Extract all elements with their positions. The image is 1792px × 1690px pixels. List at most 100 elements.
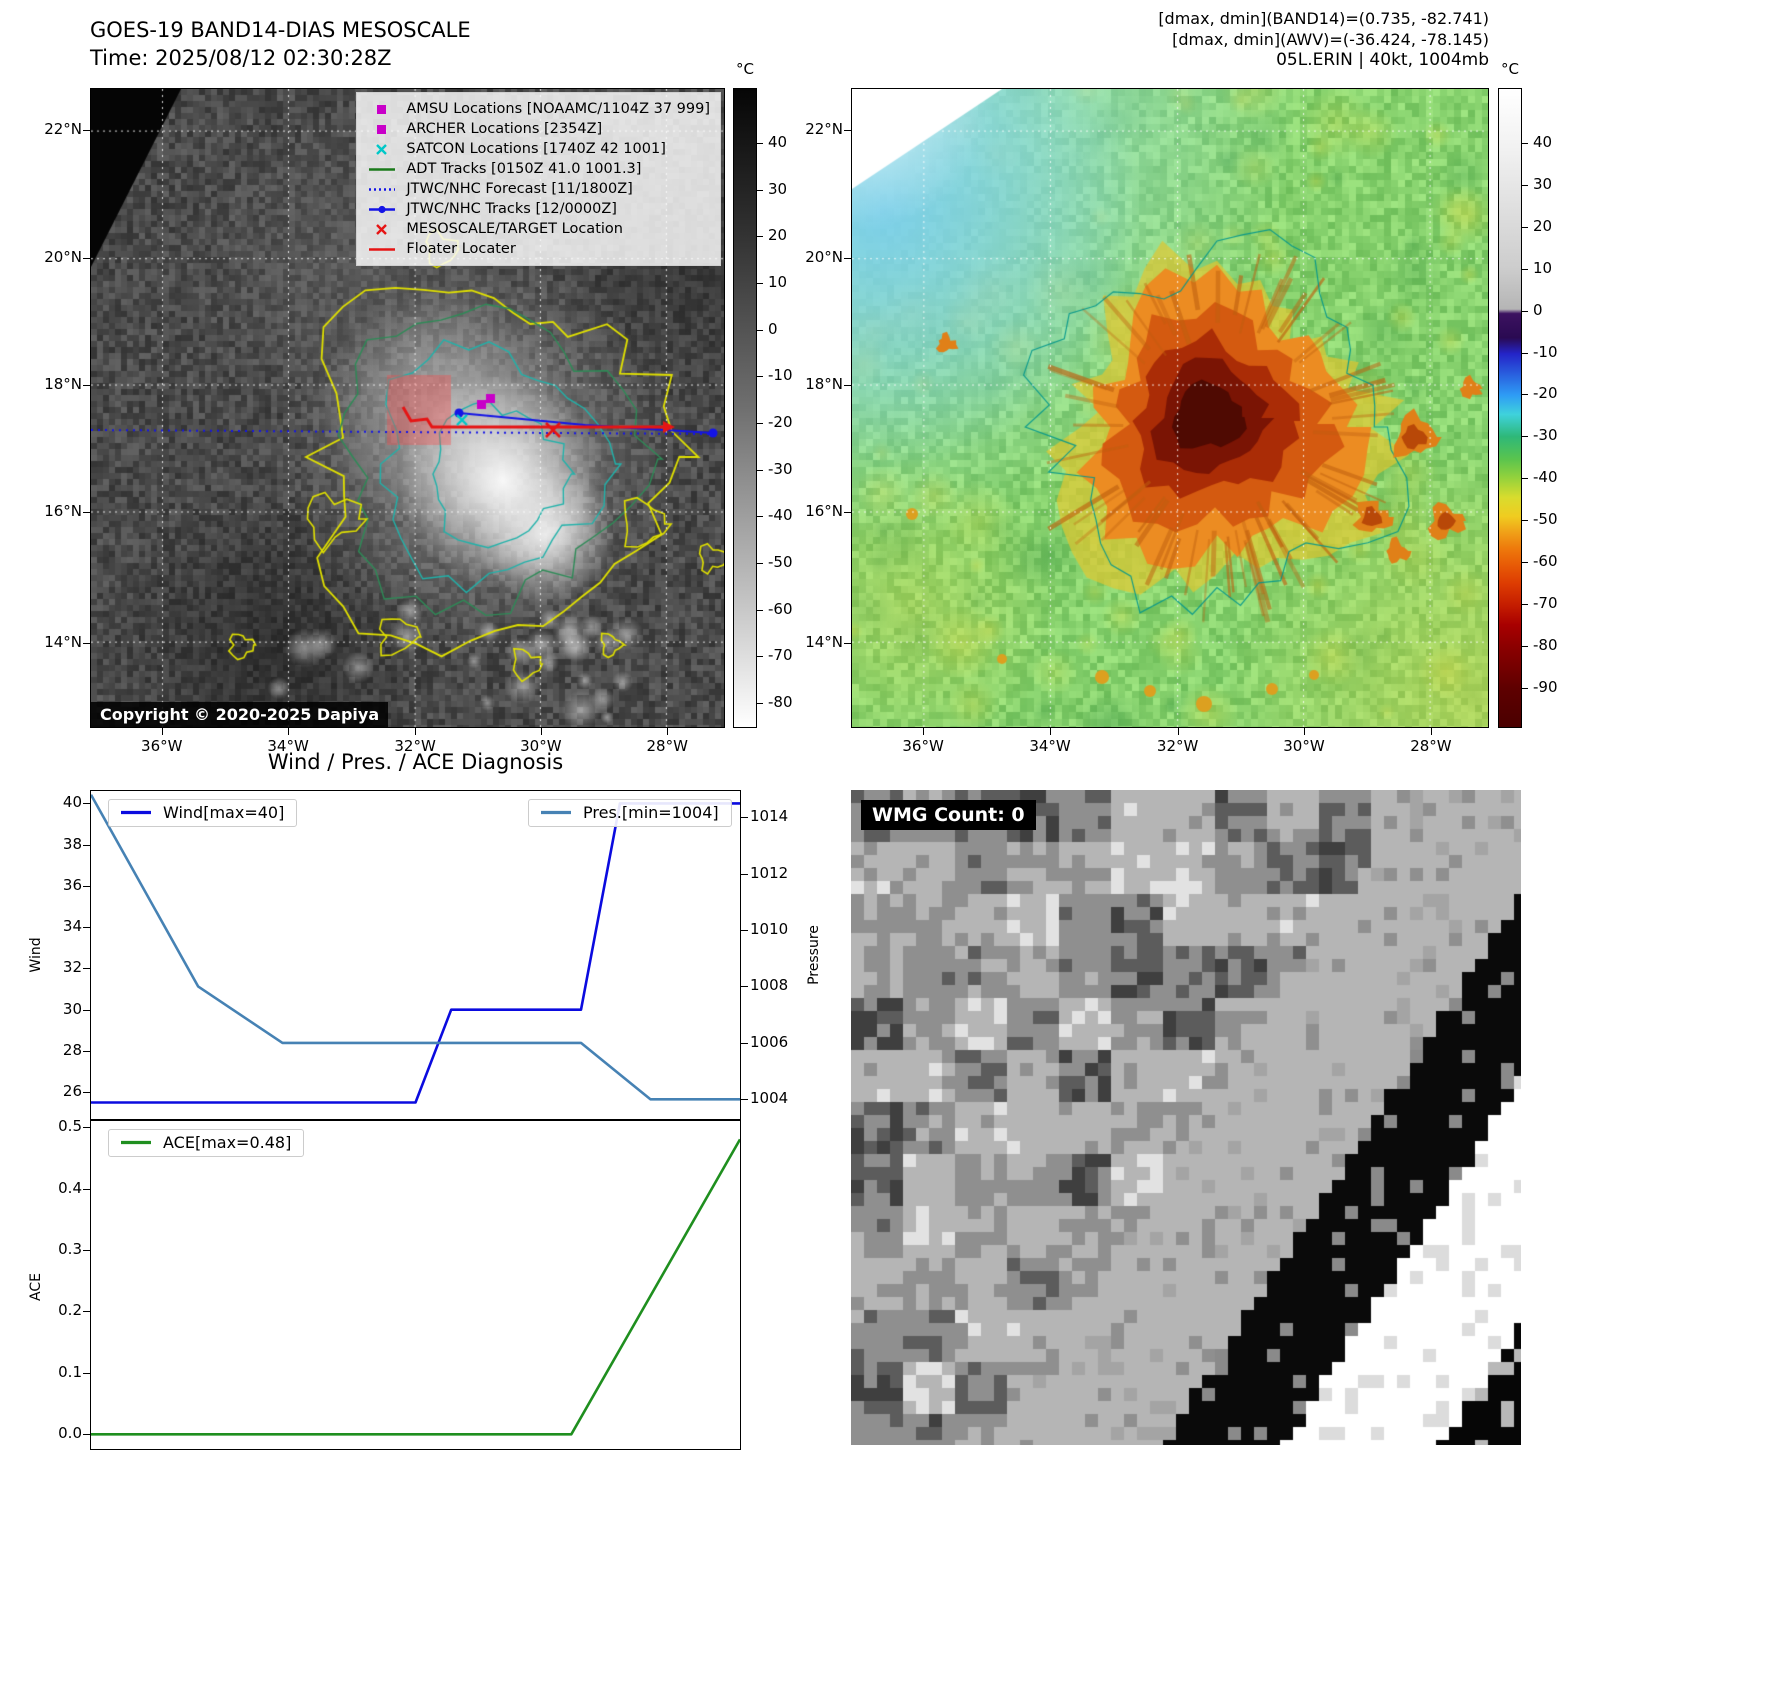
copyright-label: Copyright © 2020-2025 Dapiya bbox=[91, 702, 389, 727]
tick-mark bbox=[83, 1009, 90, 1011]
tick-mark bbox=[83, 885, 90, 887]
legend-item: JTWC/NHC Tracks [12/0000Z] bbox=[367, 199, 710, 219]
colorbar-tick-mark bbox=[757, 189, 763, 191]
x-marker-icon bbox=[376, 223, 388, 235]
tick-mark bbox=[83, 844, 90, 846]
colorbar-tick-label: -10 bbox=[768, 366, 793, 385]
colorbar-tick-mark bbox=[1522, 143, 1528, 144]
tick-mark bbox=[83, 803, 90, 805]
tick-mark bbox=[83, 927, 90, 929]
colorbar-tick-label: -70 bbox=[1533, 593, 1558, 612]
lat-tick-label: 20°N bbox=[44, 248, 82, 267]
series-line bbox=[89, 794, 740, 1101]
band14-dmax-dmin: [dmax, dmin](BAND14)=(0.735, -82.741) bbox=[1158, 9, 1489, 28]
lon-tick-label: 32°W bbox=[394, 737, 436, 755]
wmg-mask-panel: WMG Count: 0 bbox=[851, 790, 1521, 1445]
lat-tick-mark bbox=[844, 130, 851, 132]
y2-tick-label: 1010 bbox=[750, 920, 789, 939]
diagnosis-chart-title: Wind / Pres. / ACE Diagnosis bbox=[267, 750, 564, 774]
lon-tick-label: 36°W bbox=[141, 737, 183, 755]
square-marker-icon bbox=[377, 124, 387, 134]
legend-item: MESOSCALE/TARGET Location bbox=[367, 219, 710, 239]
lat-tick-label: 20°N bbox=[805, 248, 843, 267]
line-dot-marker-icon bbox=[369, 205, 396, 213]
legend-series-label: Pres.[min=1004] bbox=[583, 803, 719, 822]
colorbar-tick-mark bbox=[1522, 520, 1528, 522]
colorbar-tick-label: 10 bbox=[1533, 258, 1553, 277]
lon-tick-label: 30°W bbox=[1283, 737, 1325, 755]
colorbar-tick-mark bbox=[757, 329, 763, 331]
y-tick-label: 0.5 bbox=[58, 1117, 82, 1136]
legend-item: SATCON Locations [1740Z 42 1001] bbox=[367, 139, 710, 159]
lat-tick-label: 16°N bbox=[805, 502, 843, 521]
tick-mark bbox=[741, 817, 748, 819]
legend-item: Floater Locater bbox=[367, 239, 710, 259]
y2-tick-label: 1004 bbox=[750, 1089, 789, 1108]
lon-tick-mark bbox=[923, 728, 925, 735]
colorbar-tick-label: 40 bbox=[1533, 133, 1553, 151]
lon-tick-label: 34°W bbox=[267, 737, 309, 755]
colorbar-tick-label: -80 bbox=[768, 693, 793, 712]
colorbar-tick-mark bbox=[1522, 226, 1528, 228]
band14-title: GOES-19 BAND14-DIAS MESOSCALE bbox=[90, 18, 471, 42]
legend-item: ARCHER Locations [2354Z] bbox=[367, 119, 710, 139]
lat-tick-mark bbox=[844, 258, 851, 260]
colorbar-tick-label: -30 bbox=[768, 459, 793, 478]
y2-tick-label: 1014 bbox=[750, 807, 789, 826]
lon-tick-mark bbox=[667, 728, 669, 735]
colorbar-tick-mark bbox=[757, 703, 763, 705]
y2-tick-label: 1008 bbox=[750, 976, 789, 995]
colorbar-tick-label: 10 bbox=[768, 273, 788, 291]
y-tick-label: 26 bbox=[62, 1082, 82, 1101]
tick-mark bbox=[83, 1372, 90, 1374]
colorbar-tick-mark bbox=[757, 143, 763, 144]
colorbar-tick-mark bbox=[1522, 268, 1528, 270]
square-marker-icon bbox=[377, 104, 387, 114]
chart-plot-area bbox=[90, 1120, 742, 1450]
dotted-line-marker-icon bbox=[369, 187, 396, 191]
y-axis-title-pressure: Pressure bbox=[806, 925, 822, 985]
y-tick-label: 28 bbox=[62, 1040, 82, 1059]
storm-id-intensity: 05L.ERIN | 40kt, 1004mb bbox=[1276, 50, 1489, 70]
band14-timestamp: Time: 2025/08/12 02:30:28Z bbox=[90, 46, 392, 70]
colorbar-tick-label: 0 bbox=[1533, 300, 1543, 319]
colorbar-tick-label: 30 bbox=[1533, 174, 1553, 193]
colorbar-tick-label: 30 bbox=[768, 179, 788, 198]
chart-legend: Wind[max=40] bbox=[108, 799, 298, 827]
tick-mark bbox=[741, 1042, 748, 1044]
lat-tick-label: 14°N bbox=[44, 632, 82, 651]
lon-tick-mark bbox=[1430, 728, 1432, 735]
lon-tick-mark bbox=[1177, 728, 1179, 735]
tick-mark bbox=[83, 1434, 90, 1436]
legend-item: ADT Tracks [0150Z 41.0 1001.3] bbox=[367, 159, 710, 179]
wmg-count-badge: WMG Count: 0 bbox=[861, 800, 1036, 830]
legend-item-label: JTWC/NHC Forecast [11/1800Z] bbox=[406, 181, 633, 197]
colorbar-tick-mark bbox=[1522, 645, 1528, 647]
colorbar-tick-label: -80 bbox=[1533, 635, 1558, 654]
legend-item-label: SATCON Locations [1740Z 42 1001] bbox=[406, 141, 666, 157]
storm-stats-block: [dmax, dmin](BAND14)=(0.735, -82.741) [d… bbox=[1158, 8, 1489, 71]
tick-mark bbox=[83, 1092, 90, 1094]
colorbar-tick-label: 40 bbox=[768, 133, 788, 151]
colorbar-tick-label: 20 bbox=[1533, 216, 1553, 235]
lon-tick-mark bbox=[415, 728, 417, 735]
legend-item: JTWC/NHC Forecast [11/1800Z] bbox=[367, 179, 710, 199]
colorbar-tick-label: -10 bbox=[1533, 342, 1558, 361]
lat-tick-mark bbox=[844, 642, 851, 644]
band14-grayscale-colorbar bbox=[733, 88, 757, 728]
y-tick-label: 40 bbox=[62, 793, 82, 812]
colorbar-tick-mark bbox=[757, 516, 763, 518]
colorbar-tick-mark bbox=[1522, 562, 1528, 563]
wmg-mask-image bbox=[851, 790, 1521, 1445]
lon-tick-label: 32°W bbox=[1156, 737, 1199, 755]
tick-mark bbox=[83, 1249, 90, 1251]
awv-dmax-dmin: [dmax, dmin](AWV)=(-36.424, -78.145) bbox=[1172, 30, 1489, 49]
colorbar-tick-label: -40 bbox=[1533, 468, 1558, 487]
tick-mark bbox=[741, 930, 748, 932]
colorbar-tick-label: 0 bbox=[768, 319, 778, 338]
awv-color-image bbox=[852, 89, 1488, 727]
colorbar-tick-mark bbox=[1522, 436, 1528, 438]
tick-mark bbox=[83, 1050, 90, 1052]
colorbar-tick-label: -50 bbox=[768, 553, 793, 572]
